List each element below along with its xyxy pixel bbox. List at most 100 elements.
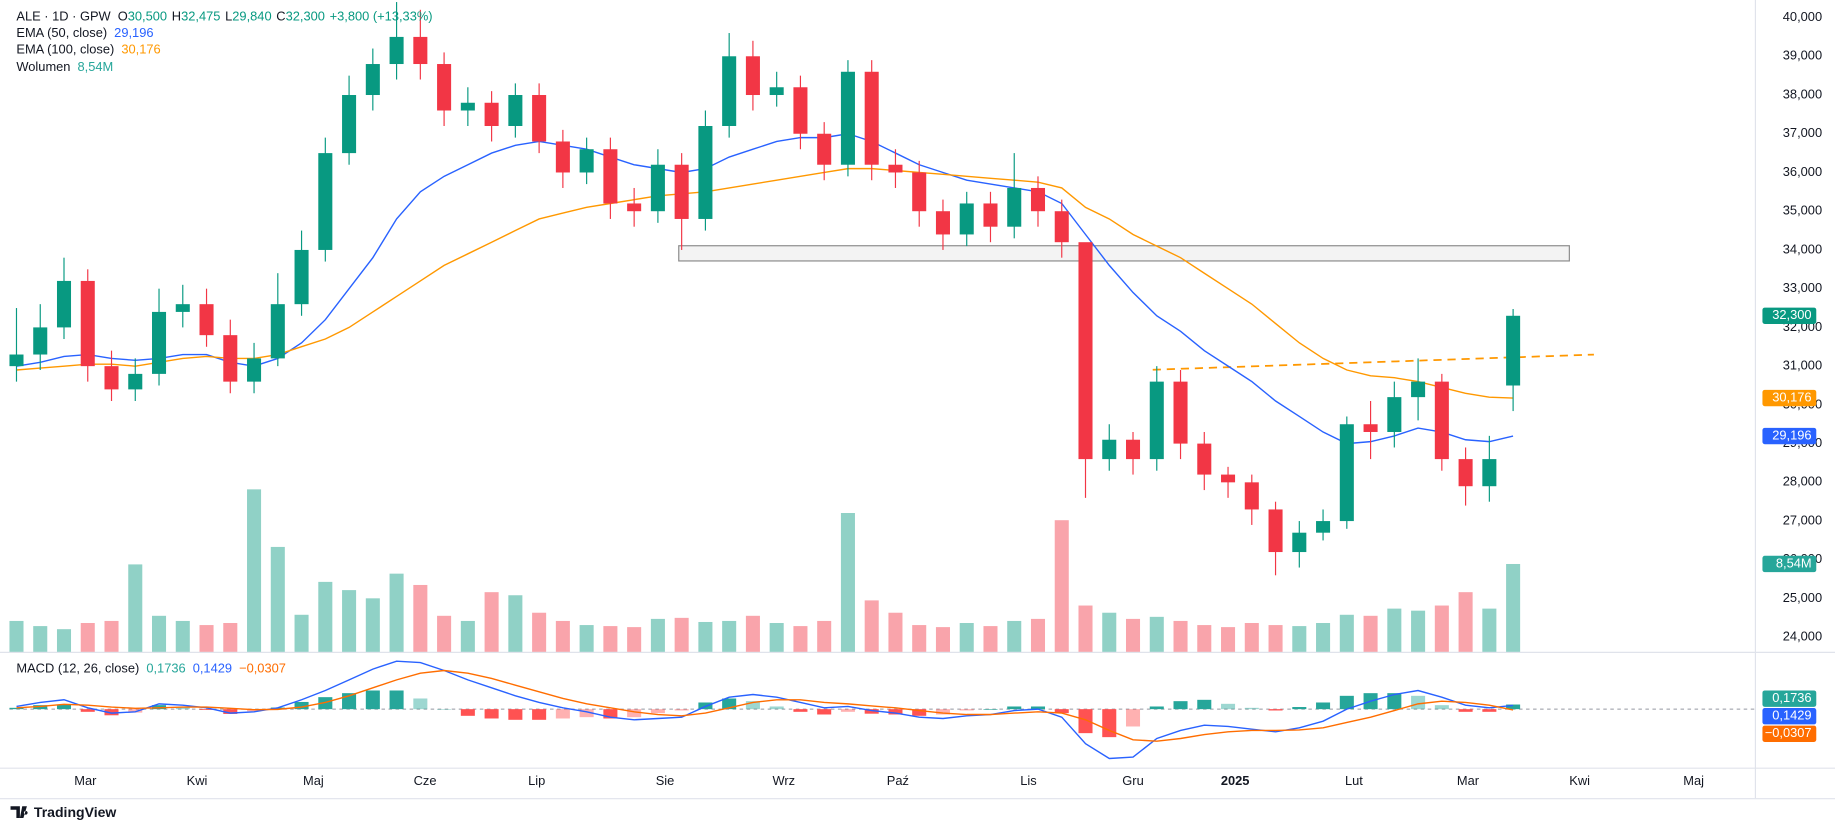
candle-body: [1221, 474, 1236, 483]
candle-body: [912, 172, 927, 212]
x-tick-label: Lis: [1020, 773, 1036, 788]
volume-bar: [1316, 623, 1331, 652]
macd-hist-tag-text: 0,1736: [1772, 690, 1811, 705]
signal-tag-bg: [1762, 725, 1817, 742]
candle-body: [294, 249, 309, 305]
macd-histogram-bar: [1434, 705, 1449, 710]
volume-bar: [1173, 620, 1188, 652]
candle-body: [864, 71, 879, 165]
change-value: +3,800 (+13,33%): [330, 9, 433, 24]
macd-histogram-bar: [769, 706, 784, 710]
macd-histogram-bar: [1244, 707, 1259, 710]
x-tick-label: Cze: [414, 773, 437, 788]
candle-body: [33, 327, 48, 355]
macd-histogram-bar: [745, 701, 760, 710]
volume-bar: [1221, 627, 1236, 652]
candle-body: [1149, 381, 1164, 460]
candle-body: [342, 95, 357, 154]
close-value: 32,300: [286, 9, 325, 24]
candle-body: [175, 304, 190, 312]
macd-hist-value: 0,1736: [146, 661, 185, 676]
volume-bar: [745, 615, 760, 652]
x-tick-label: Kwi: [1569, 773, 1590, 788]
candle-body: [1339, 424, 1354, 522]
volume-bar: [175, 620, 190, 652]
x-tick-label: Maj: [303, 773, 324, 788]
volume-bar: [1149, 616, 1164, 652]
macd-histogram-bar: [1268, 709, 1283, 711]
x-tick-label: Lut: [1345, 773, 1363, 788]
macd-histogram-bar: [1482, 709, 1497, 712]
volume-bar: [959, 623, 974, 652]
trend-line: [1152, 353, 1594, 371]
volume-bar: [532, 612, 547, 652]
low-value: 29,840: [232, 9, 271, 24]
candle-body: [1030, 187, 1046, 212]
volume-bar: [342, 590, 357, 652]
volume-bar: [698, 621, 713, 652]
volume-bar: [152, 615, 167, 652]
macd-histogram-bar: [935, 709, 950, 715]
volume-bar: [888, 612, 903, 652]
volume-bar: [935, 627, 950, 652]
candle-body: [888, 164, 903, 173]
candle-body: [722, 56, 737, 126]
macd-histogram-bar: [365, 690, 380, 710]
ema100-value: 30,176: [121, 42, 160, 57]
macd-histogram-bar: [33, 705, 48, 710]
volume-bar: [1244, 623, 1259, 652]
macd-histogram-bar: [627, 709, 642, 718]
volume-bar: [437, 615, 452, 652]
volume-bar: [1434, 605, 1449, 652]
volume-bar: [983, 626, 998, 652]
volume-bar: [650, 618, 665, 652]
high-prefix: H: [172, 9, 181, 24]
y-tick-label: 34,000: [1783, 241, 1822, 256]
y-tick-label: 31,000: [1783, 358, 1822, 373]
candle-body: [1007, 187, 1022, 227]
candle-body: [318, 153, 333, 250]
candle-body: [1506, 315, 1521, 386]
candle-body: [1316, 521, 1331, 533]
branding[interactable]: TradingView: [10, 804, 117, 820]
macd-histogram-bar: [555, 709, 570, 719]
volume-bar: [817, 620, 832, 652]
x-tick-label: Sie: [656, 773, 675, 788]
macd-histogram-bar: [1149, 706, 1164, 710]
open-value: 30,500: [128, 9, 167, 24]
candle-body: [247, 358, 262, 382]
macd-histogram-bar: [579, 709, 594, 718]
candle-body: [1054, 211, 1069, 243]
candle-body: [1244, 482, 1259, 510]
x-tick-label: Wrz: [772, 773, 795, 788]
low-prefix: L: [225, 9, 232, 24]
candle-body: [484, 102, 499, 126]
macd-histogram-bar: [1411, 695, 1426, 710]
symbol: ALE · 1D · GPW: [16, 9, 111, 24]
candle-body: [579, 149, 594, 173]
volume-bar: [1411, 610, 1426, 652]
macd-histogram-bar: [888, 709, 903, 715]
volume-bar: [1030, 618, 1046, 652]
volume-bar: [912, 625, 927, 652]
x-tick-label: Lip: [528, 773, 545, 788]
volume-bar: [484, 592, 499, 652]
volume-bar: [1339, 614, 1354, 652]
legend-ema100: EMA (100, close) 30,176: [16, 42, 160, 57]
volume-tag-bg: [1762, 555, 1817, 573]
volume-bar: [9, 620, 24, 652]
y-tick-label: 33,000: [1783, 280, 1822, 295]
candle-body: [959, 203, 974, 235]
macd-histogram-bar: [912, 709, 927, 716]
candle-body: [199, 304, 214, 336]
volume-bar: [1506, 563, 1521, 652]
volume-bar: [33, 626, 48, 652]
volume-bar: [294, 614, 309, 652]
volume-bar: [413, 584, 428, 652]
signal-tag-text: −0,0307: [1765, 725, 1812, 740]
ema100-name: EMA (100, close): [16, 42, 114, 57]
macd-histogram-bar: [1506, 704, 1521, 710]
macd-histogram-bar: [1387, 693, 1402, 710]
